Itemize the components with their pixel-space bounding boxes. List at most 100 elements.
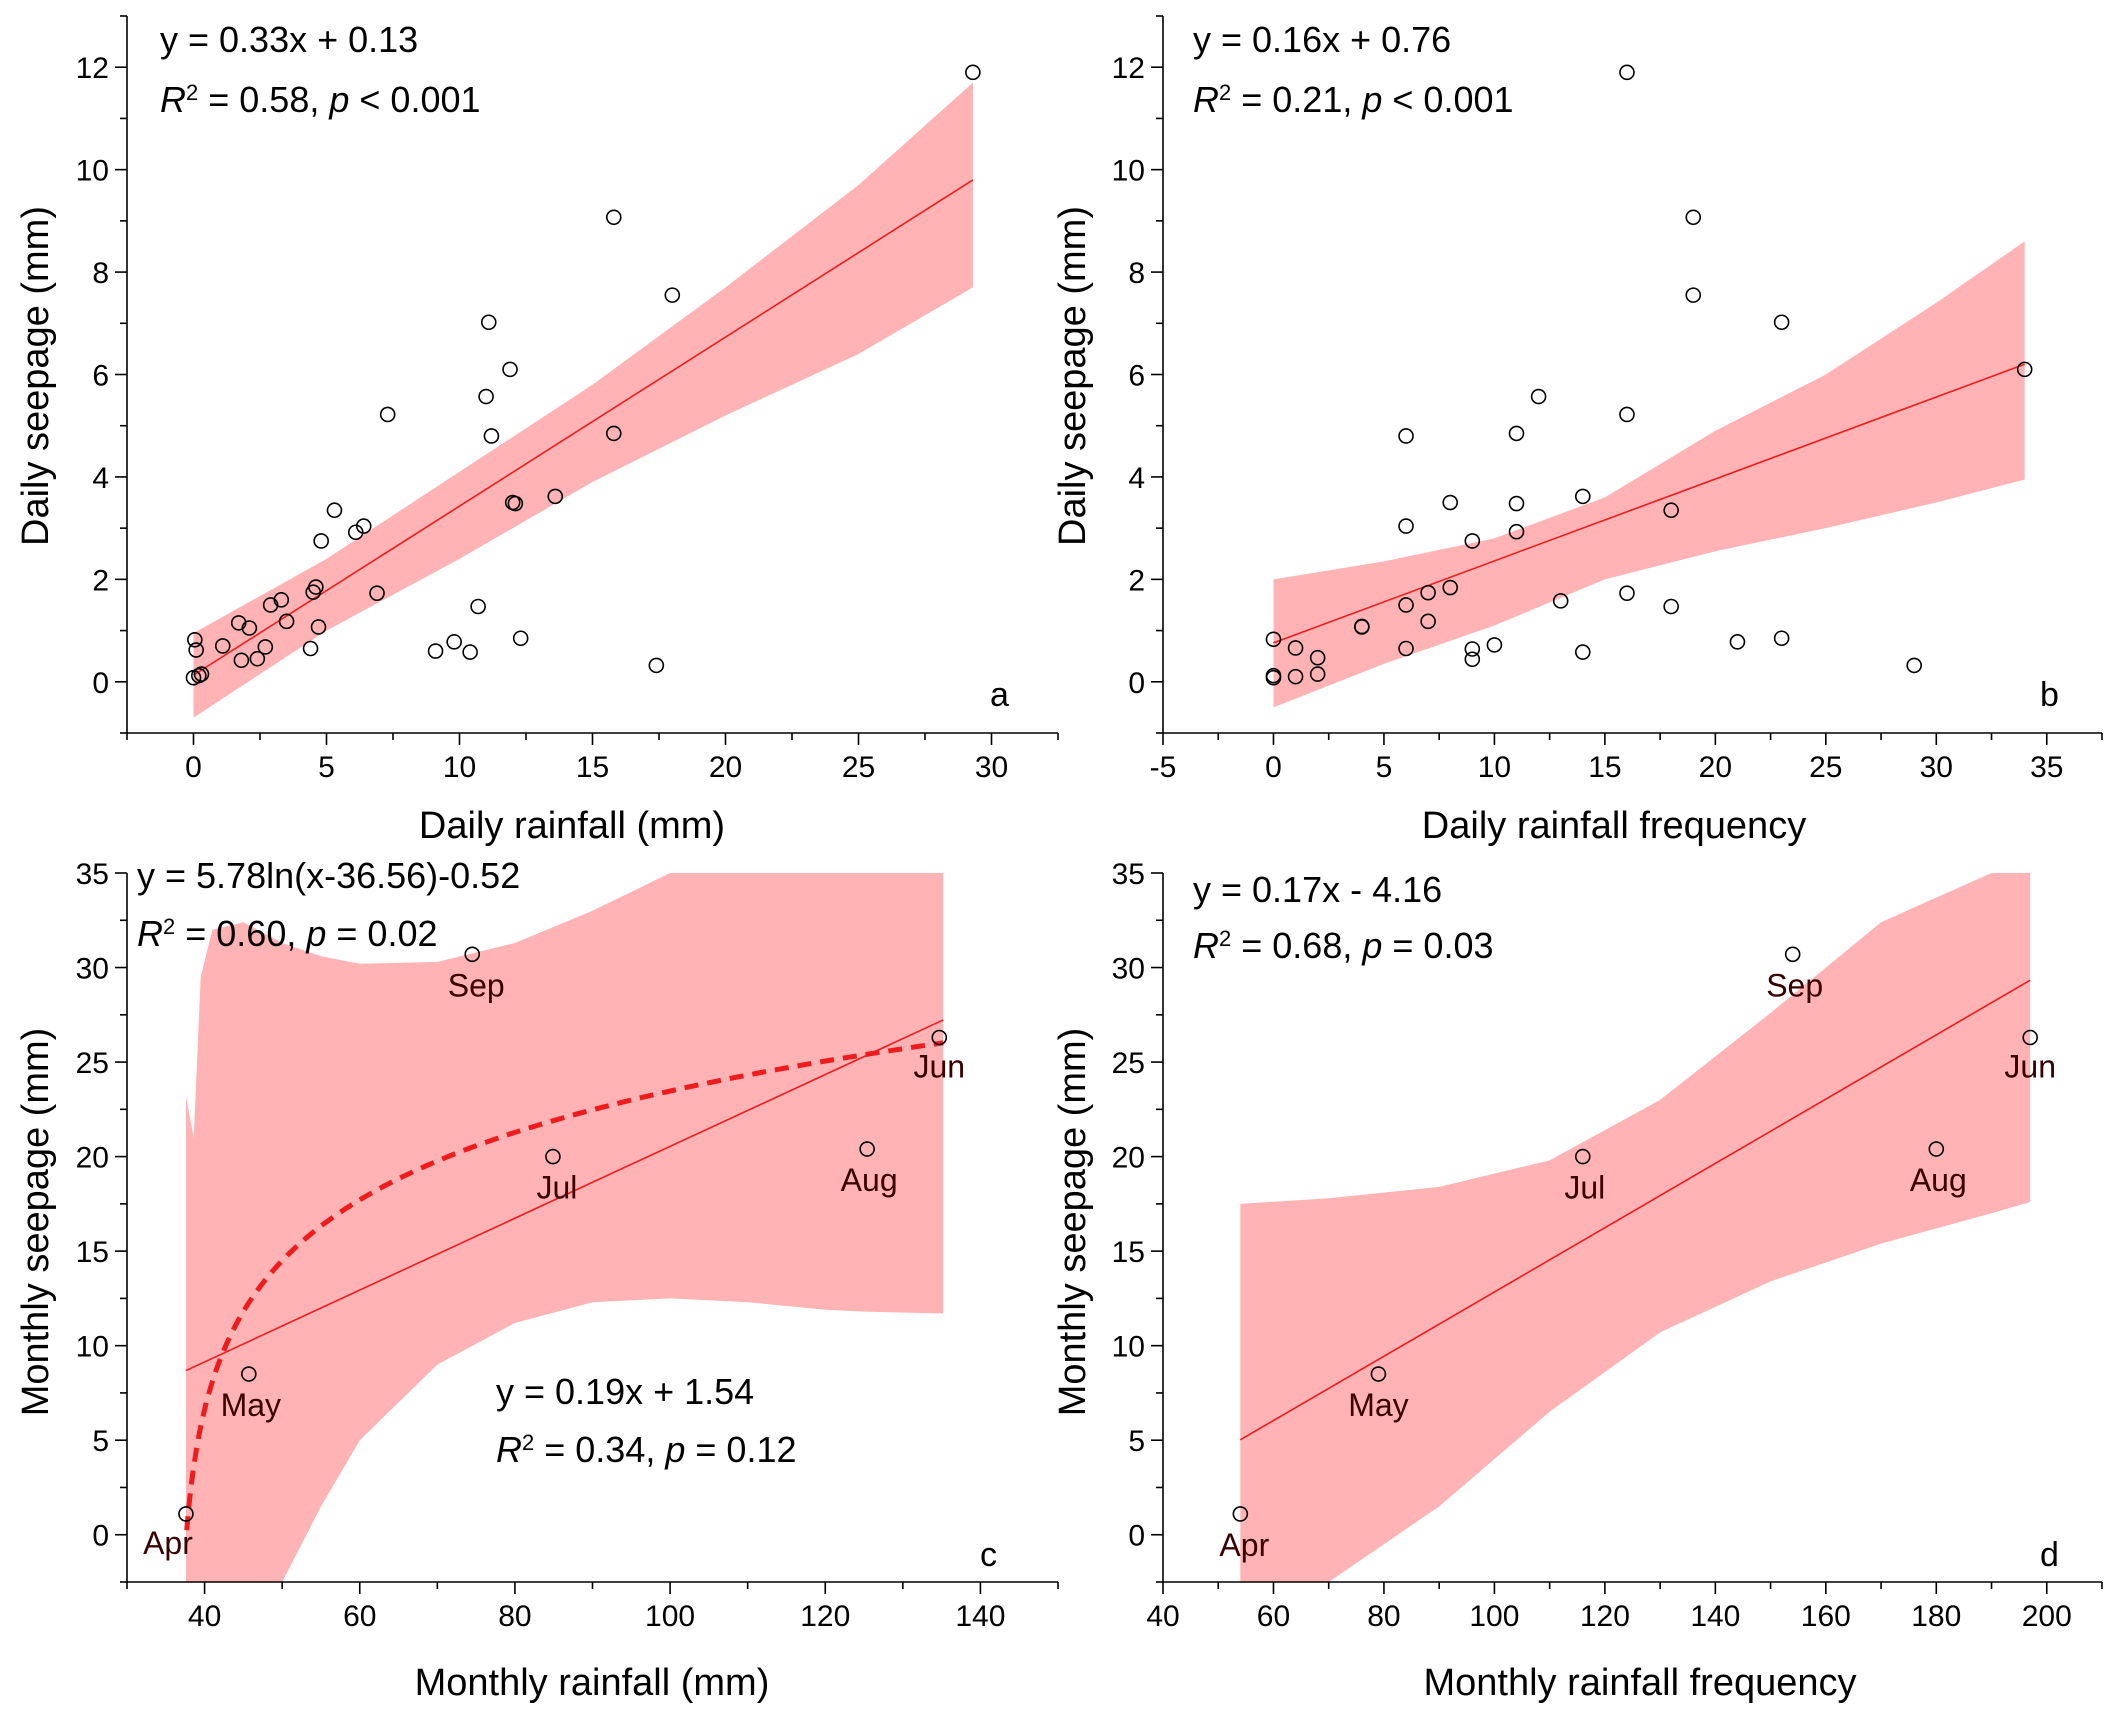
data-point [313,533,329,549]
x-tick-label: 40 [188,1600,221,1633]
x-tick-label: 60 [1257,1600,1290,1633]
data-points-layer: Apr May Jun Jul Aug Sep [1219,946,2056,1563]
axes-layer: -5 0 5 10 15 20 25 30 35 0 2 4 6 8 10 12 [1112,15,2103,784]
data-point [1309,649,1326,666]
r2-superscript: 2 [163,914,175,939]
p-symbol: p [305,913,326,954]
data-point [1398,640,1414,657]
data-point [188,642,204,658]
y-tick-label: 4 [92,462,109,495]
y-tick-label: 6 [92,360,109,393]
y-tick-label: 35 [1112,858,1145,891]
data-point [427,643,444,659]
r2-superscript: 2 [1219,80,1231,105]
y-tick-label: 5 [92,1425,109,1458]
linear-fit-line [1273,363,2025,644]
data-point [502,361,518,378]
data-point [369,585,385,601]
r2-symbol: R [1193,925,1219,966]
linear-regression-equation: y = 0.19x + 1.54 [496,1371,754,1412]
y-tick-label: 20 [1112,1142,1145,1175]
y-axis-title: Monthly seepage (mm) [15,1028,57,1417]
data-point [1574,1148,1591,1165]
y-tick-label: 15 [1112,1236,1145,1269]
panel-letter: b [2040,676,2059,714]
y-tick-label: 25 [1112,1047,1145,1080]
y-tick-label: 4 [1128,462,1145,495]
data-point [1574,644,1591,660]
data-point [480,314,497,331]
data-point [1619,406,1635,423]
data-point [1464,533,1481,549]
data-points-layer [1265,64,2033,686]
data-point [512,630,529,647]
y-tick-label: 35 [76,858,109,891]
x-tick-label: 30 [975,751,1008,784]
data-point [446,634,462,650]
data-point [191,667,207,684]
data-point [1530,388,1547,405]
linear-fit-line [193,179,974,676]
confidence-band [186,873,944,1582]
month-label: Jun [914,1048,966,1084]
panel-d-monthly-frequency-chart: 40 60 80 100 120 140 160 180 200 0 5 10 15 20 25 30 35 A… [1052,858,2103,1704]
y-tick-label: 2 [1128,564,1145,597]
confidence-band-layer [186,873,944,1582]
y-tick-label: 30 [1112,953,1145,986]
y-tick-label: 20 [76,1142,109,1175]
panel-letter: c [980,1536,997,1574]
month-label: Aug [841,1162,898,1198]
data-point [1442,494,1459,511]
y-tick-label: 25 [76,1047,109,1080]
fit-line-layer [184,1019,944,1531]
month-label: Sep [1766,967,1823,1003]
data-point [464,946,481,963]
x-tick-label: 30 [1920,751,1953,784]
data-point [1420,613,1436,630]
data-point [241,620,258,636]
panel-letter: a [990,676,1009,714]
r2-value: = 0.68, [1231,925,1362,966]
data-point [310,619,327,635]
data-point [1773,630,1790,647]
data-point [1508,523,1525,540]
x-tick-label: 180 [1911,1600,1961,1633]
data-point [379,406,396,423]
x-tick-label: 140 [955,1600,1005,1633]
month-label: Jul [536,1170,577,1206]
y-axis-title: Daily seepage (mm) [1052,206,1094,546]
data-point [1552,593,1569,609]
x-axis-title: Daily rainfall (mm) [419,805,725,847]
linear-regression-stats: R2 = 0.34, p = 0.12 [496,1429,796,1470]
data-point [1685,209,1702,226]
fit-line-layer [193,179,974,676]
data-point [1398,518,1414,534]
data-point [278,613,295,630]
y-tick-label: 12 [1112,52,1145,85]
data-point [2016,361,2033,378]
data-point [355,518,372,534]
data-point [302,640,319,657]
x-tick-label: 15 [576,751,609,784]
y-tick-label: 10 [76,155,109,188]
month-label: Sep [448,967,505,1003]
x-tick-label: 5 [318,751,335,784]
data-point [214,638,231,654]
data-point [1464,641,1481,657]
y-axis-title: Daily seepage (mm) [15,206,57,546]
r2-value: = 0.58, [198,79,329,120]
x-tick-label: 25 [842,751,875,784]
data-point [1574,488,1591,505]
y-tick-label: 0 [1128,667,1145,700]
y-tick-label: 5 [1128,1425,1145,1458]
data-point [1663,502,1679,519]
data-point [507,495,524,512]
data-point [478,388,494,405]
p-value: < 0.001 [349,79,480,120]
axes-layer: 40 60 80 100 120 140 160 180 200 0 5 10 15 20 25 30 35 [1112,858,2103,1633]
log-regression-stats: R2 = 0.60, p = 0.02 [137,913,437,954]
r2-superscript: 2 [522,1430,534,1455]
data-point [545,1148,561,1165]
data-point [1784,946,1801,963]
data-point [326,502,343,519]
